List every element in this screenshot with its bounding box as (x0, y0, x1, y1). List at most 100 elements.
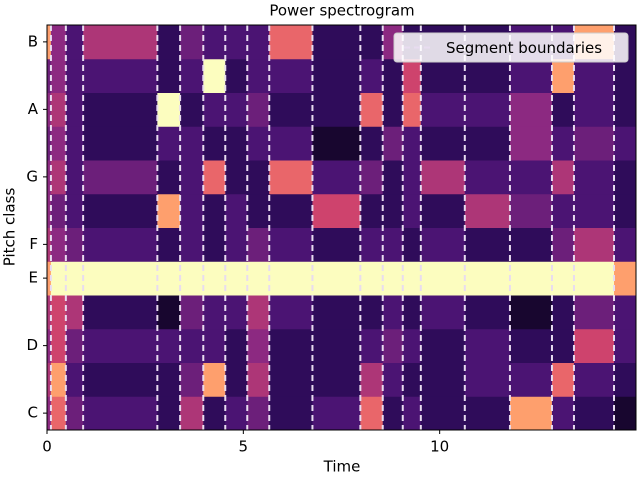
heatmap-cell (382, 193, 404, 228)
heatmap-cell (203, 261, 226, 296)
legend-box (393, 32, 629, 63)
heatmap-cell (402, 58, 422, 93)
heatmap-cell (83, 227, 158, 262)
heatmap-cell (83, 58, 158, 93)
heatmap-cell (551, 362, 575, 397)
heatmap-cell (573, 295, 615, 330)
heatmap-cell (247, 227, 270, 262)
heatmap-cell (402, 126, 422, 161)
legend-label: Segment boundaries (446, 39, 602, 57)
heatmap-cell (225, 126, 248, 161)
plot-frame (46, 24, 637, 431)
heatmap-cell (47, 193, 52, 228)
heatmap-cell (360, 396, 384, 431)
heatmap-cell (203, 92, 226, 127)
heatmap-cell (573, 193, 615, 228)
heatmap-cell (312, 126, 361, 161)
heatmap-cell (83, 160, 158, 195)
heatmap-cell (420, 295, 466, 330)
heatmap-cell (65, 396, 84, 431)
y-tick-label: A (28, 100, 39, 118)
heatmap-cell (203, 295, 226, 330)
heatmap-cell (269, 126, 313, 161)
heatmap-cell (203, 58, 226, 93)
heatmap-cell (157, 261, 181, 296)
heatmap-cell (402, 227, 422, 262)
heatmap-cell (551, 295, 575, 330)
heatmap-cell (157, 227, 181, 262)
heatmap-cell (47, 396, 52, 431)
heatmap-cell (247, 261, 270, 296)
heatmap-cell (225, 362, 248, 397)
heatmap-cell (50, 25, 67, 60)
heatmap-cell (382, 92, 404, 127)
heatmap-cell (47, 328, 52, 363)
heatmap-cell (50, 362, 67, 397)
heatmap-cell (83, 295, 158, 330)
heatmap-cell (203, 160, 226, 195)
heatmap-cell (420, 92, 466, 127)
heatmap-cell (247, 25, 270, 60)
heatmap-cell (382, 396, 404, 431)
heatmap-cell (420, 328, 466, 363)
heatmap-cell (225, 396, 248, 431)
heatmap-cell (269, 227, 313, 262)
heatmap-cell (464, 126, 511, 161)
heatmap-cell (509, 261, 553, 296)
heatmap-cell (614, 126, 637, 161)
heatmap-cell (269, 362, 313, 397)
y-tick-label: B (28, 32, 38, 50)
heatmap-cell (225, 227, 248, 262)
heatmap-cell (269, 58, 313, 93)
heatmap-cell (247, 160, 270, 195)
heatmap-cell (83, 193, 158, 228)
heatmap-cell (573, 396, 615, 431)
heatmap-cell (157, 160, 181, 195)
heatmap-cell (269, 396, 313, 431)
heatmap-cell (402, 362, 422, 397)
heatmap-cell (180, 160, 204, 195)
heatmap-cell (402, 160, 422, 195)
heatmap-cell (203, 193, 226, 228)
heatmap-cell (47, 295, 52, 330)
heatmap-cell (225, 328, 248, 363)
heatmap-cell (180, 396, 204, 431)
heatmap-cell (47, 126, 52, 161)
heatmap-cell (614, 160, 637, 195)
heatmap-cell (573, 328, 615, 363)
heatmap-cell (420, 58, 466, 93)
heatmap-cell (269, 25, 313, 60)
heatmap-cell (420, 160, 466, 195)
heatmap-cell (247, 396, 270, 431)
heatmap-cell (402, 193, 422, 228)
heatmap-cell (65, 362, 84, 397)
heatmap-cell (203, 25, 226, 60)
chart-title: Power spectrogram (269, 2, 414, 20)
heatmap-cell (180, 126, 204, 161)
heatmap-cell (509, 227, 553, 262)
heatmap-cell (360, 126, 384, 161)
heatmap-cell (203, 126, 226, 161)
heatmap-cell (157, 328, 181, 363)
heatmap-cell (573, 227, 615, 262)
heatmap-cell (50, 193, 67, 228)
heatmap-cell (312, 396, 361, 431)
heatmap-cell (614, 58, 637, 93)
heatmap-cell (551, 227, 575, 262)
heatmap-cell (464, 92, 511, 127)
heatmap-cell (573, 126, 615, 161)
heatmap-cell (420, 396, 466, 431)
heatmap-cell (573, 261, 615, 296)
heatmap-cell (203, 362, 226, 397)
heatmap-cell (614, 193, 637, 228)
heatmap-cell (312, 362, 361, 397)
heatmap-cell (180, 261, 204, 296)
heatmap-cell (247, 295, 270, 330)
heatmap-cell (551, 261, 575, 296)
heatmap-cell (509, 193, 553, 228)
heatmap-cell (83, 25, 158, 60)
heatmap-cell (464, 362, 511, 397)
heatmap-cell (420, 261, 466, 296)
heatmap-cell (464, 193, 511, 228)
heatmap-cell (312, 227, 361, 262)
